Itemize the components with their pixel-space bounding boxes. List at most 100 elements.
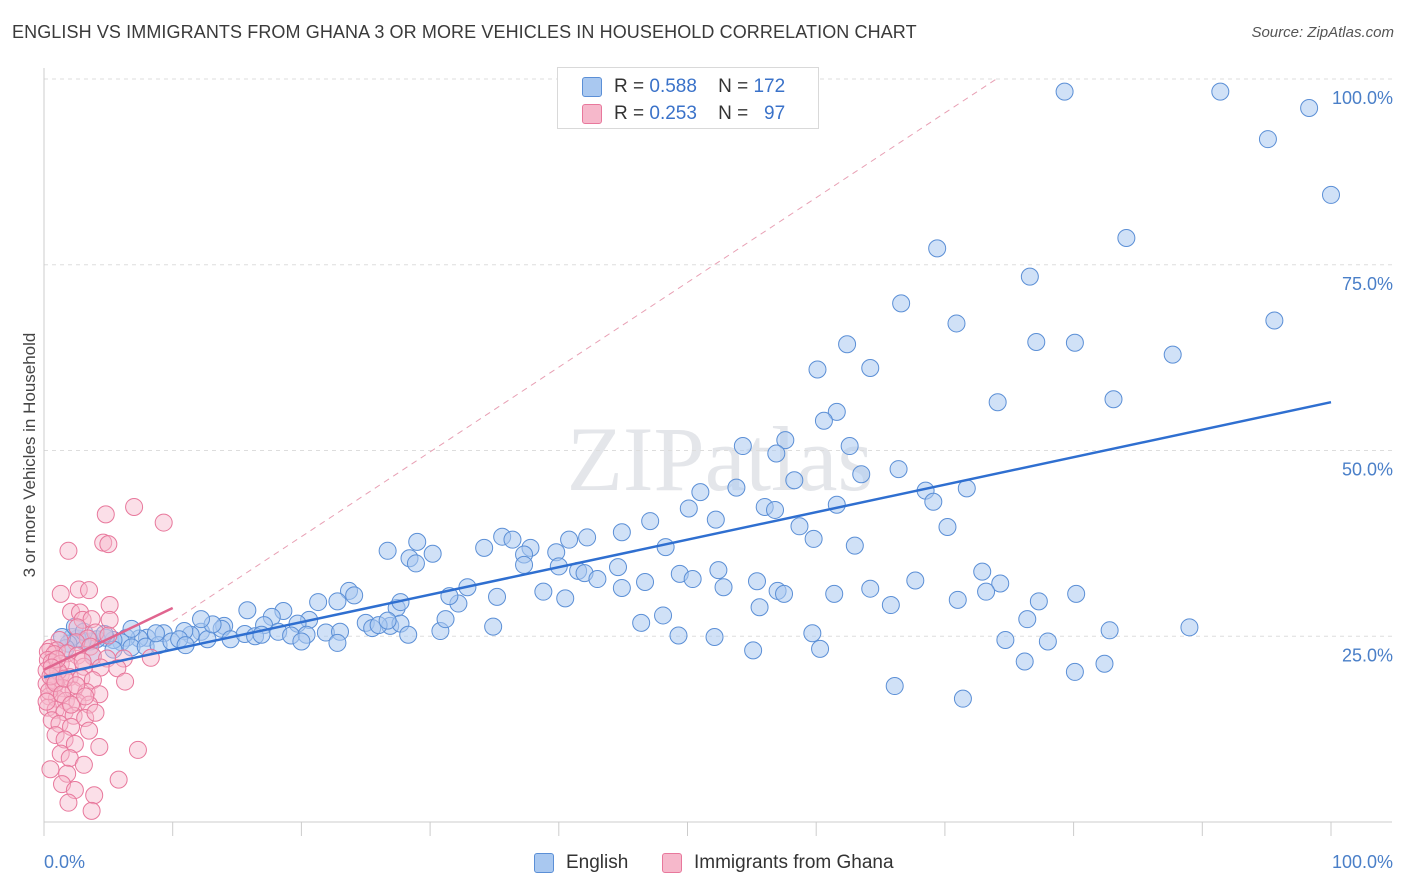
english-point: [656, 538, 675, 557]
ghana-point: [100, 596, 119, 615]
english-point: [238, 601, 257, 620]
x-tick-label: 100.0%: [1332, 852, 1393, 872]
english-point: [852, 465, 871, 484]
ghana-point: [109, 770, 128, 789]
english-point: [705, 627, 724, 646]
english-point: [827, 495, 846, 514]
english-point: [790, 517, 809, 536]
english-point: [556, 589, 575, 608]
source-label: Source: ZipAtlas.com: [1251, 24, 1394, 41]
y-tick-label: 25.0%: [1342, 645, 1393, 665]
series-legend: English Immigrants from Ghana: [0, 852, 1406, 878]
ghana-point: [37, 692, 56, 711]
legend-n-value: 97: [764, 103, 786, 124]
english-point: [683, 570, 702, 589]
english-point: [192, 610, 211, 629]
english-point: [378, 541, 397, 560]
english-point: [744, 641, 763, 660]
english-point: [423, 544, 442, 563]
english-point: [1117, 229, 1136, 248]
ghana-point: [116, 672, 135, 691]
english-point: [733, 437, 752, 456]
english-point: [885, 677, 904, 696]
ghana-point: [64, 706, 83, 725]
legend-r-value: 0.588: [649, 76, 697, 97]
y-tick-label: 50.0%: [1342, 460, 1393, 480]
english-point: [977, 582, 996, 601]
english-point: [948, 590, 967, 609]
english-point: [1029, 592, 1048, 611]
english-legend-swatch: [534, 853, 554, 873]
english-point: [928, 239, 947, 258]
english-point: [328, 633, 347, 652]
correlation-legend: R = 0.588 N = 172 R = 0.253 N = 97: [557, 67, 819, 129]
ghana-point: [59, 541, 78, 560]
english-point: [641, 512, 660, 531]
english-point: [814, 411, 833, 430]
ghana-point: [100, 610, 119, 629]
legend-r-label: R =: [614, 103, 645, 124]
ghana-point: [51, 744, 70, 763]
chart-title: ENGLISH VS IMMIGRANTS FROM GHANA 3 OR MO…: [12, 22, 917, 42]
ghana-point: [59, 793, 78, 812]
ghana-point: [128, 740, 147, 759]
english-point: [560, 530, 579, 549]
english-point: [484, 617, 503, 636]
x-tick-label: 0.0%: [44, 852, 85, 872]
english-point: [292, 632, 311, 651]
english-point: [861, 579, 880, 598]
legend-ghana-label: Immigrants from Ghana: [694, 852, 894, 873]
english-point: [775, 584, 794, 603]
english-point: [1104, 390, 1123, 409]
english-points: [53, 82, 1340, 708]
english-point: [906, 571, 925, 590]
english-point: [766, 500, 785, 519]
english-point: [406, 554, 425, 573]
grid: [44, 78, 1392, 637]
english-point: [691, 483, 710, 502]
ghana-point: [82, 610, 101, 629]
english-point: [747, 572, 766, 591]
english-point: [679, 499, 698, 518]
english-point: [892, 294, 911, 313]
y-tick-label: 75.0%: [1342, 274, 1393, 294]
english-point: [345, 586, 364, 605]
english-point: [408, 532, 427, 551]
english-point: [808, 360, 827, 379]
english-point: [1300, 98, 1319, 117]
english-point: [811, 639, 830, 658]
english-point: [988, 393, 1007, 412]
english-point: [803, 624, 822, 643]
ghana-trend-line: [43, 606, 174, 671]
english-point: [632, 613, 651, 632]
english-point: [488, 587, 507, 606]
english-point: [861, 359, 880, 378]
english-point: [750, 598, 769, 617]
english-point: [1095, 654, 1114, 673]
ghana-point: [90, 737, 109, 756]
ghana-point: [71, 603, 90, 622]
english-point: [1065, 333, 1084, 352]
english-point: [1100, 621, 1119, 640]
english-point: [636, 573, 655, 592]
ghana-point: [80, 721, 99, 740]
english-point: [53, 627, 72, 646]
english-point: [1211, 82, 1230, 101]
ghana-point: [74, 755, 93, 774]
english-point: [534, 582, 553, 601]
english-point: [436, 610, 455, 629]
english-point: [1180, 618, 1199, 637]
english-point: [146, 624, 165, 643]
legend-item-english[interactable]: English: [534, 852, 628, 874]
ghana-point: [55, 703, 74, 722]
ghana-point: [62, 695, 81, 714]
english-point: [1258, 130, 1277, 149]
english-point: [503, 530, 522, 549]
ghana-swatch: [582, 104, 602, 124]
english-point: [991, 574, 1010, 593]
legend-item-ghana[interactable]: Immigrants from Ghana: [662, 852, 894, 874]
english-point: [996, 630, 1015, 649]
english-point: [1018, 610, 1037, 629]
english-point: [947, 314, 966, 333]
ghana-point: [55, 730, 74, 749]
